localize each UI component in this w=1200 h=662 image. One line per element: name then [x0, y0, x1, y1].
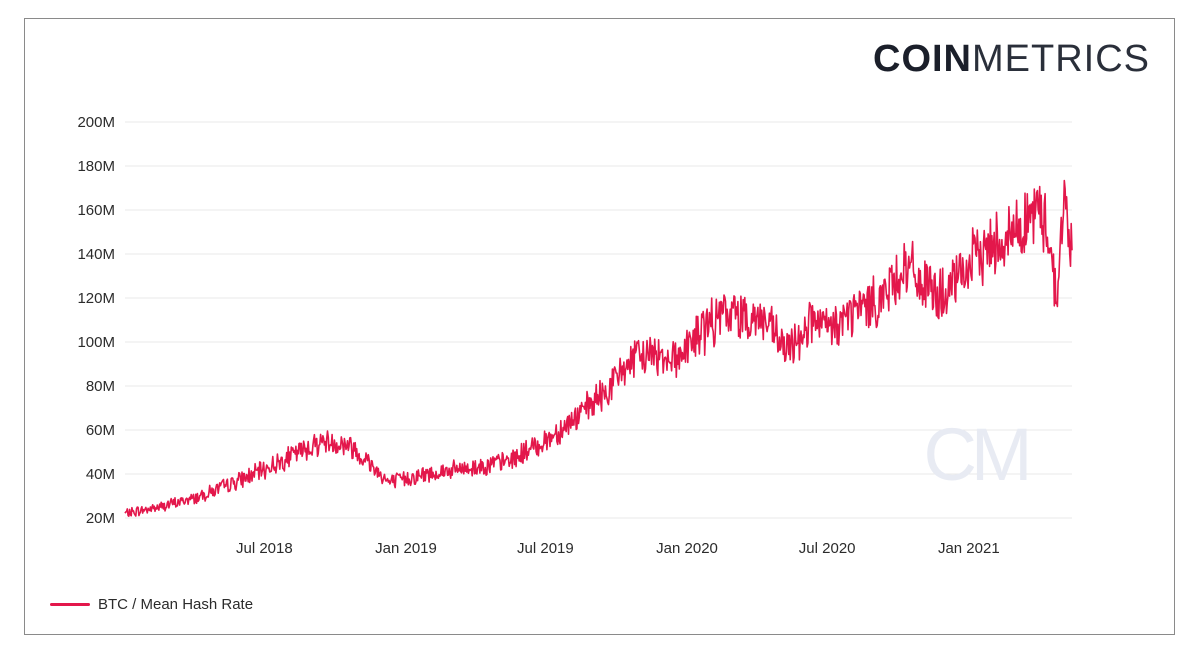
- series-line-btc-mean-hash-rate[interactable]: [124, 179, 1073, 517]
- y-tick-label: 140M: [77, 246, 115, 263]
- x-tick-label: Jan 2019: [375, 540, 437, 557]
- y-tick-label: 100M: [77, 334, 115, 351]
- x-axis: Jul 2018 Jan 2019 Jul 2019 Jan 2020 Jul 2020…: [236, 540, 1000, 557]
- x-tick-label: Jul 2018: [236, 540, 293, 557]
- cm-watermark: CM: [923, 413, 1026, 496]
- coinmetrics-logo: COINMETRICS: [873, 40, 1150, 78]
- x-tick-label: Jul 2019: [517, 540, 574, 557]
- grid-lines: [125, 121, 1072, 519]
- legend-label: BTC / Mean Hash Rate: [98, 596, 254, 613]
- y-tick-label: 200M: [77, 114, 115, 131]
- legend-swatch: [50, 603, 90, 606]
- series-group: [124, 179, 1073, 517]
- logo-bold-text: COIN: [873, 38, 972, 80]
- y-tick-label: 20M: [86, 510, 115, 527]
- y-tick-label: 80M: [86, 378, 115, 395]
- x-tick-label: Jul 2020: [799, 540, 856, 557]
- y-tick-label: 60M: [86, 422, 115, 439]
- y-tick-label: 120M: [77, 290, 115, 307]
- y-tick-label: 180M: [77, 158, 115, 175]
- y-axis: 20M 40M 60M 80M 100M 120M 140M 160M 180M 200M: [77, 114, 115, 527]
- logo-light-text: METRICS: [972, 38, 1150, 80]
- x-tick-label: Jan 2020: [656, 540, 718, 557]
- y-tick-label: 40M: [86, 466, 115, 483]
- chart-frame: [24, 18, 1175, 635]
- legend[interactable]: BTC / Mean Hash Rate: [50, 596, 253, 613]
- x-tick-label: Jan 2021: [938, 540, 1000, 557]
- y-tick-label: 160M: [77, 202, 115, 219]
